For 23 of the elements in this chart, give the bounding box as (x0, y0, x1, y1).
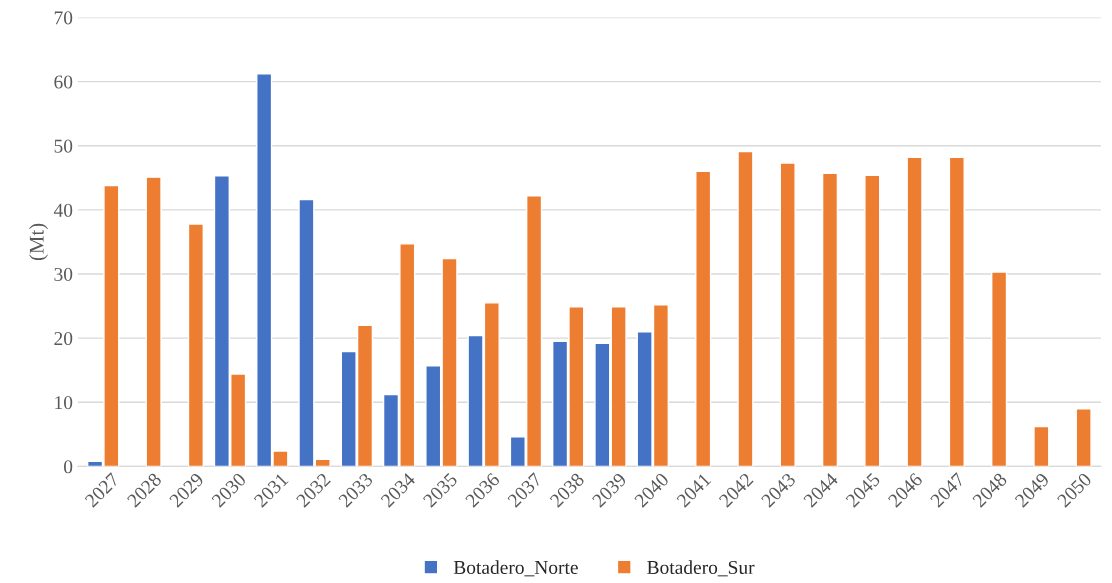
bar (1033, 425, 1050, 467)
bar (906, 156, 923, 467)
y-tick-label: 10 (55, 396, 73, 410)
y-tick-label: 40 (53, 203, 73, 217)
legend-label: Botadero_Sur (647, 560, 755, 577)
bar (1075, 407, 1092, 467)
bar (991, 271, 1008, 467)
y-tick-label: 70 (54, 11, 73, 25)
bar (695, 170, 712, 467)
y-tick-label: 30 (54, 267, 73, 281)
bar (779, 162, 796, 467)
y-axis-title: (Mt) (29, 223, 48, 261)
bar (821, 172, 839, 467)
y-tick-label: 50 (54, 139, 73, 153)
y-tick-label: 0 (64, 460, 73, 474)
y-tick-label: 60 (54, 75, 73, 89)
y-tick-label: 20 (54, 331, 73, 346)
bar (948, 156, 965, 467)
bar (187, 223, 204, 467)
bar (864, 174, 881, 467)
bar (145, 176, 162, 467)
bar (737, 150, 754, 467)
legend-label: Botadero_Norte (453, 560, 578, 577)
